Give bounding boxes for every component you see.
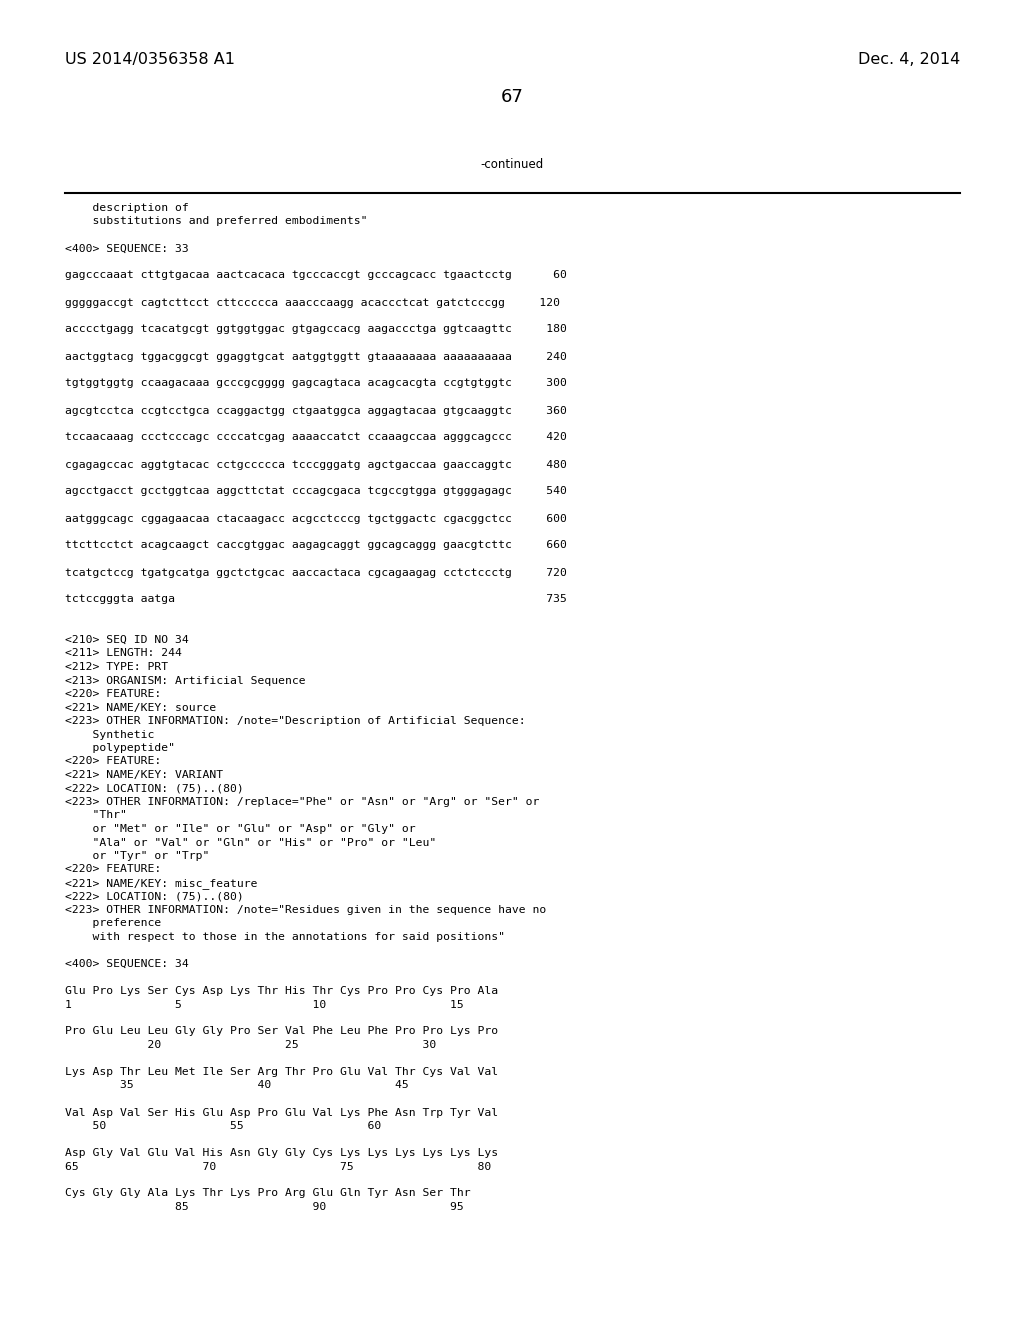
Text: 85                  90                  95: 85 90 95 <box>65 1203 464 1212</box>
Text: tctccgggta aatga                                                      735: tctccgggta aatga 735 <box>65 594 567 605</box>
Text: Glu Pro Lys Ser Cys Asp Lys Thr His Thr Cys Pro Pro Cys Pro Ala: Glu Pro Lys Ser Cys Asp Lys Thr His Thr … <box>65 986 498 997</box>
Text: <220> FEATURE:: <220> FEATURE: <box>65 756 161 767</box>
Text: <400> SEQUENCE: 34: <400> SEQUENCE: 34 <box>65 960 188 969</box>
Text: polypeptide": polypeptide" <box>65 743 175 752</box>
Text: agcgtcctca ccgtcctgca ccaggactgg ctgaatggca aggagtacaa gtgcaaggtc     360: agcgtcctca ccgtcctgca ccaggactgg ctgaatg… <box>65 405 567 416</box>
Text: 67: 67 <box>501 88 523 106</box>
Text: Val Asp Val Ser His Glu Asp Pro Glu Val Lys Phe Asn Trp Tyr Val: Val Asp Val Ser His Glu Asp Pro Glu Val … <box>65 1107 498 1118</box>
Text: 1               5                   10                  15: 1 5 10 15 <box>65 999 464 1010</box>
Text: <221> NAME/KEY: VARIANT: <221> NAME/KEY: VARIANT <box>65 770 223 780</box>
Text: cgagagccac aggtgtacac cctgccccca tcccgggatg agctgaccaa gaaccaggtc     480: cgagagccac aggtgtacac cctgccccca tcccggg… <box>65 459 567 470</box>
Text: <212> TYPE: PRT: <212> TYPE: PRT <box>65 663 168 672</box>
Text: <221> NAME/KEY: misc_feature: <221> NAME/KEY: misc_feature <box>65 878 257 888</box>
Text: "Thr": "Thr" <box>65 810 127 821</box>
Text: gggggaccgt cagtcttcct cttccccca aaacccaagg acaccctcat gatctcccgg     120: gggggaccgt cagtcttcct cttccccca aaacccaa… <box>65 297 560 308</box>
Text: Pro Glu Leu Leu Gly Gly Pro Ser Val Phe Leu Phe Pro Pro Lys Pro: Pro Glu Leu Leu Gly Gly Pro Ser Val Phe … <box>65 1027 498 1036</box>
Text: aactggtacg tggacggcgt ggaggtgcat aatggtggtt gtaaaaaaaa aaaaaaaaaa     240: aactggtacg tggacggcgt ggaggtgcat aatggtg… <box>65 351 567 362</box>
Text: tccaacaaag ccctcccagc ccccatcgag aaaaccatct ccaaagccaa agggcagccc     420: tccaacaaag ccctcccagc ccccatcgag aaaacca… <box>65 433 567 442</box>
Text: <211> LENGTH: 244: <211> LENGTH: 244 <box>65 648 182 659</box>
Text: agcctgacct gcctggtcaa aggcttctat cccagcgaca tcgccgtgga gtgggagagc     540: agcctgacct gcctggtcaa aggcttctat cccagcg… <box>65 487 567 496</box>
Text: 65                  70                  75                  80: 65 70 75 80 <box>65 1162 492 1172</box>
Text: or "Met" or "Ile" or "Glu" or "Asp" or "Gly" or: or "Met" or "Ile" or "Glu" or "Asp" or "… <box>65 824 416 834</box>
Text: 35                  40                  45: 35 40 45 <box>65 1081 409 1090</box>
Text: US 2014/0356358 A1: US 2014/0356358 A1 <box>65 51 234 67</box>
Text: <400> SEQUENCE: 33: <400> SEQUENCE: 33 <box>65 243 188 253</box>
Text: Lys Asp Thr Leu Met Ile Ser Arg Thr Pro Glu Val Thr Cys Val Val: Lys Asp Thr Leu Met Ile Ser Arg Thr Pro … <box>65 1067 498 1077</box>
Text: <220> FEATURE:: <220> FEATURE: <box>65 865 161 874</box>
Text: <222> LOCATION: (75)..(80): <222> LOCATION: (75)..(80) <box>65 784 244 793</box>
Text: preference: preference <box>65 919 161 928</box>
Text: Synthetic: Synthetic <box>65 730 155 739</box>
Text: description of: description of <box>65 203 188 213</box>
Text: <220> FEATURE:: <220> FEATURE: <box>65 689 161 700</box>
Text: tgtggtggtg ccaagacaaa gcccgcgggg gagcagtaca acagcacgta ccgtgtggtc     300: tgtggtggtg ccaagacaaa gcccgcgggg gagcagt… <box>65 379 567 388</box>
Text: aatgggcagc cggagaacaa ctacaagacc acgcctcccg tgctggactc cgacggctcc     600: aatgggcagc cggagaacaa ctacaagacc acgcctc… <box>65 513 567 524</box>
Text: Dec. 4, 2014: Dec. 4, 2014 <box>858 51 961 67</box>
Text: <223> OTHER INFORMATION: /note="Residues given in the sequence have no: <223> OTHER INFORMATION: /note="Residues… <box>65 906 546 915</box>
Text: -continued: -continued <box>480 158 544 172</box>
Text: 50                  55                  60: 50 55 60 <box>65 1121 381 1131</box>
Text: <221> NAME/KEY: source: <221> NAME/KEY: source <box>65 702 216 713</box>
Text: <222> LOCATION: (75)..(80): <222> LOCATION: (75)..(80) <box>65 891 244 902</box>
Text: ttcttcctct acagcaagct caccgtggac aagagcaggt ggcagcaggg gaacgtcttc     660: ttcttcctct acagcaagct caccgtggac aagagca… <box>65 540 567 550</box>
Text: "Ala" or "Val" or "Gln" or "His" or "Pro" or "Leu": "Ala" or "Val" or "Gln" or "His" or "Pro… <box>65 837 436 847</box>
Text: or "Tyr" or "Trp": or "Tyr" or "Trp" <box>65 851 209 861</box>
Text: with respect to those in the annotations for said positions": with respect to those in the annotations… <box>65 932 505 942</box>
Text: <210> SEQ ID NO 34: <210> SEQ ID NO 34 <box>65 635 188 645</box>
Text: Asp Gly Val Glu Val His Asn Gly Gly Cys Lys Lys Lys Lys Lys Lys: Asp Gly Val Glu Val His Asn Gly Gly Cys … <box>65 1148 498 1158</box>
Text: substitutions and preferred embodiments": substitutions and preferred embodiments" <box>65 216 368 227</box>
Text: gagcccaaat cttgtgacaa aactcacaca tgcccaccgt gcccagcacc tgaactcctg      60: gagcccaaat cttgtgacaa aactcacaca tgcccac… <box>65 271 567 281</box>
Text: Cys Gly Gly Ala Lys Thr Lys Pro Arg Glu Gln Tyr Asn Ser Thr: Cys Gly Gly Ala Lys Thr Lys Pro Arg Glu … <box>65 1188 471 1199</box>
Text: 20                  25                  30: 20 25 30 <box>65 1040 436 1049</box>
Text: <223> OTHER INFORMATION: /note="Description of Artificial Sequence:: <223> OTHER INFORMATION: /note="Descript… <box>65 715 525 726</box>
Text: <213> ORGANISM: Artificial Sequence: <213> ORGANISM: Artificial Sequence <box>65 676 305 685</box>
Text: tcatgctccg tgatgcatga ggctctgcac aaccactaca cgcagaagag cctctccctg     720: tcatgctccg tgatgcatga ggctctgcac aaccact… <box>65 568 567 578</box>
Text: acccctgagg tcacatgcgt ggtggtggac gtgagccacg aagaccctga ggtcaagttc     180: acccctgagg tcacatgcgt ggtggtggac gtgagcc… <box>65 325 567 334</box>
Text: <223> OTHER INFORMATION: /replace="Phe" or "Asn" or "Arg" or "Ser" or: <223> OTHER INFORMATION: /replace="Phe" … <box>65 797 540 807</box>
